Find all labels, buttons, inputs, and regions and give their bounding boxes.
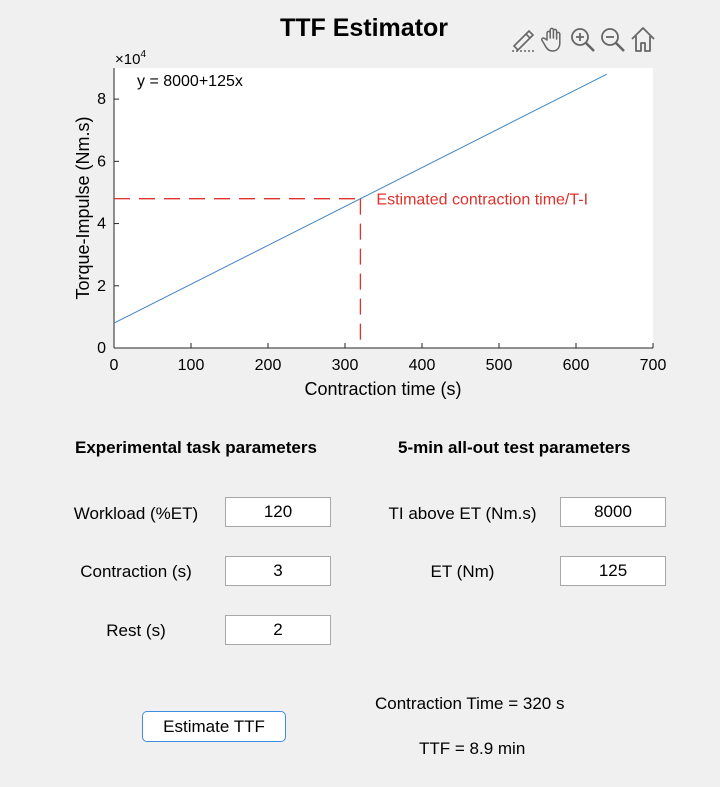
- x-tick-label: 100: [178, 357, 205, 374]
- y-tick-label: 0: [97, 340, 106, 357]
- brush-icon[interactable]: [508, 24, 538, 54]
- y-exponent-power: 4: [140, 49, 146, 60]
- x-axis-label: Contraction time (s): [304, 379, 461, 399]
- pan-icon[interactable]: [538, 24, 568, 54]
- x-tick-label: 0: [110, 357, 119, 374]
- workload-input[interactable]: [225, 497, 331, 527]
- workload-label: Workload (%ET): [73, 504, 199, 523]
- ti-label: TI above ET (Nm.s): [388, 504, 537, 523]
- y-axis-label: Torque-Impulse (Nm.s): [73, 116, 93, 299]
- y-tick-label: 4: [97, 216, 106, 233]
- app-title: TTF Estimator: [279, 14, 449, 42]
- home-icon[interactable]: [628, 24, 658, 54]
- axes-toolbar: [508, 24, 658, 56]
- rest-input[interactable]: [225, 615, 331, 645]
- ttf-chart: 0 100 200 300 400 500 600 700 0 2 4 6 8 Estimated c…: [73, 49, 667, 399]
- contraction-input[interactable]: [225, 556, 331, 586]
- x-tick-label: 400: [409, 357, 436, 374]
- contraction-time-result: Contraction Time = 320 s: [375, 694, 565, 713]
- x-tick-label: 300: [332, 357, 359, 374]
- et-label: ET (Nm): [430, 562, 495, 581]
- zoom-in-icon[interactable]: [568, 24, 598, 54]
- ttf-result: TTF = 8.9 min: [419, 739, 526, 758]
- x-tick-label: 200: [255, 357, 282, 374]
- y-tick-label: 6: [97, 153, 106, 170]
- contraction-label: Contraction (s): [80, 562, 192, 581]
- x-tick-label: 600: [563, 357, 590, 374]
- y-tick-label: 2: [97, 278, 106, 295]
- et-input[interactable]: [560, 556, 666, 586]
- x-tick-label: 500: [486, 357, 513, 374]
- x-tick-label: 700: [640, 357, 667, 374]
- plot-area: [114, 68, 653, 348]
- ti-input[interactable]: [560, 497, 666, 527]
- rest-label: Rest (s): [106, 621, 166, 640]
- estimate-ttf-button[interactable]: Estimate TTF: [142, 711, 286, 742]
- zoom-out-icon[interactable]: [598, 24, 628, 54]
- estimate-label: Estimated contraction time/T-I: [376, 192, 588, 209]
- y-exponent-base: ×10: [115, 51, 140, 68]
- experimental-heading: Experimental task parameters: [75, 438, 317, 457]
- allout-heading: 5-min all-out test parameters: [398, 438, 631, 457]
- y-exponent-label: ×104: [115, 49, 146, 68]
- y-tick-label: 8: [97, 91, 106, 108]
- equation-label: y = 8000+125x: [137, 73, 243, 90]
